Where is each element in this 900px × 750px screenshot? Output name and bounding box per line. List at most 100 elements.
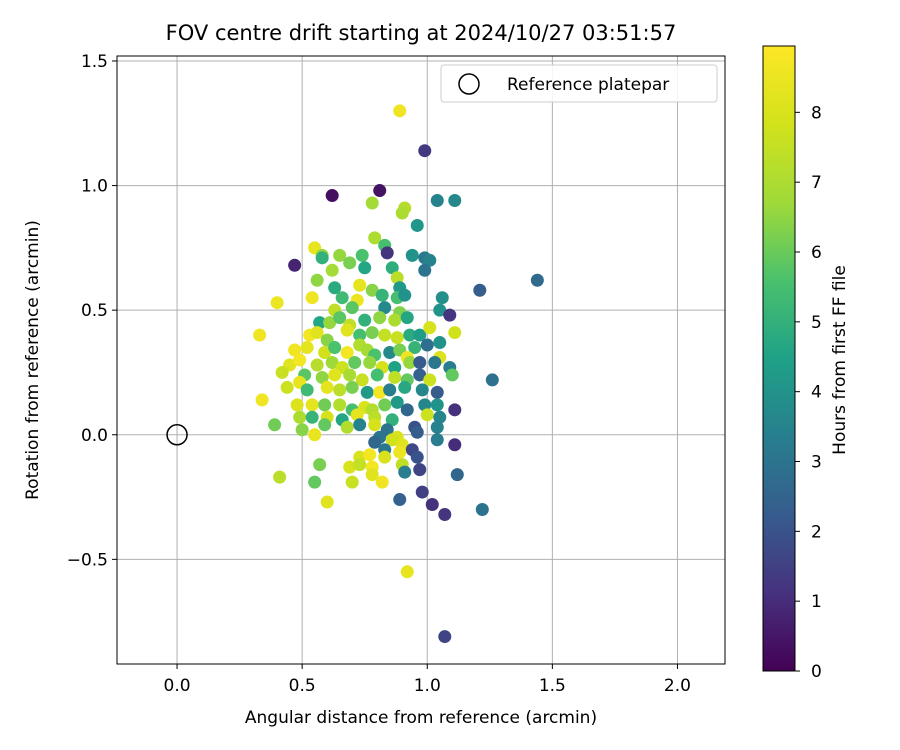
data-point: [323, 316, 337, 330]
data-point: [423, 321, 437, 335]
data-point: [410, 425, 424, 439]
chart-title: FOV centre drift starting at 2024/10/27 …: [166, 21, 677, 45]
data-point: [365, 468, 379, 482]
data-point: [438, 507, 452, 521]
data-point: [300, 383, 314, 397]
data-point: [428, 355, 442, 369]
axes-frame: [116, 55, 726, 665]
data-point: [305, 291, 319, 305]
data-point: [273, 470, 287, 484]
data-point: [355, 373, 369, 387]
colorbar-tick-label: 7: [811, 173, 822, 193]
data-point: [430, 385, 444, 399]
data-point: [355, 248, 369, 262]
data-point: [420, 338, 434, 352]
data-point: [365, 196, 379, 210]
data-point: [353, 418, 367, 432]
data-point: [353, 458, 367, 472]
x-tick-label: 1.0: [414, 676, 441, 696]
data-point: [255, 393, 269, 407]
data-point: [450, 468, 464, 482]
data-point: [345, 301, 359, 315]
data-point: [430, 194, 444, 208]
data-point: [305, 410, 319, 424]
data-point: [448, 438, 462, 452]
data-point: [400, 565, 414, 579]
data-point: [475, 503, 489, 517]
data-point: [318, 398, 332, 412]
data-point: [398, 380, 412, 394]
data-point: [333, 248, 347, 262]
data-point: [445, 368, 459, 382]
y-axis-ticks: −0.5 0.0 0.5 1.0 1.5: [67, 52, 117, 570]
y-tick-label: 1.0: [81, 177, 108, 197]
data-point: [343, 460, 357, 474]
y-tick-label: −0.5: [67, 550, 108, 570]
colorbar-label: Hours from first FF file: [830, 265, 850, 455]
data-point: [390, 331, 404, 345]
data-point: [313, 458, 327, 472]
colorbar-tick-label: 6: [811, 243, 822, 263]
data-point: [415, 383, 429, 397]
data-point: [305, 398, 319, 412]
data-point: [293, 353, 307, 367]
data-point: [310, 273, 324, 287]
data-point: [385, 261, 399, 275]
colorbar-tick-label: 0: [811, 662, 822, 682]
data-point: [373, 385, 387, 399]
data-point: [290, 398, 304, 412]
data-point: [408, 341, 422, 355]
data-point: [340, 420, 354, 434]
data-point: [328, 368, 342, 382]
data-point: [343, 256, 357, 270]
data-point: [333, 383, 347, 397]
data-point: [363, 448, 377, 462]
data-point: [368, 231, 382, 245]
data-point: [310, 358, 324, 372]
data-point: [413, 355, 427, 369]
data-point: [295, 423, 309, 437]
data-point: [398, 465, 412, 479]
data-point: [268, 418, 282, 432]
data-point: [343, 368, 357, 382]
data-point: [433, 303, 447, 317]
legend-entry-reference: Reference platepar: [507, 75, 669, 95]
data-point: [433, 410, 447, 424]
x-tick-label: 0.0: [164, 676, 191, 696]
x-tick-label: 0.5: [289, 676, 316, 696]
data-point: [300, 341, 314, 355]
data-point: [388, 313, 402, 327]
data-point: [378, 450, 392, 464]
data-point: [393, 493, 407, 507]
data-point: [345, 475, 359, 489]
data-point: [375, 288, 389, 302]
data-point: [253, 328, 267, 342]
x-tick-label: 2.0: [664, 676, 691, 696]
data-point: [410, 218, 424, 232]
data-point: [288, 258, 302, 272]
data-point: [413, 368, 427, 382]
data-point: [328, 341, 342, 355]
data-point: [403, 355, 417, 369]
data-point: [403, 328, 417, 342]
data-point: [320, 495, 334, 509]
data-point: [373, 311, 387, 325]
data-point: [270, 296, 284, 310]
y-tick-label: 0.5: [81, 301, 108, 321]
data-point: [530, 273, 544, 287]
data-point: [333, 398, 347, 412]
data-point: [473, 283, 487, 297]
data-point: [358, 313, 372, 327]
data-point: [378, 398, 392, 412]
data-point: [368, 418, 382, 432]
data-point: [358, 261, 372, 275]
data-point: [418, 398, 432, 412]
data-point: [413, 328, 427, 342]
data-point: [400, 403, 414, 417]
data-point: [485, 373, 499, 387]
data-point: [388, 370, 402, 384]
data-point: [393, 445, 407, 459]
data-point: [328, 281, 342, 295]
data-point: [405, 248, 419, 262]
